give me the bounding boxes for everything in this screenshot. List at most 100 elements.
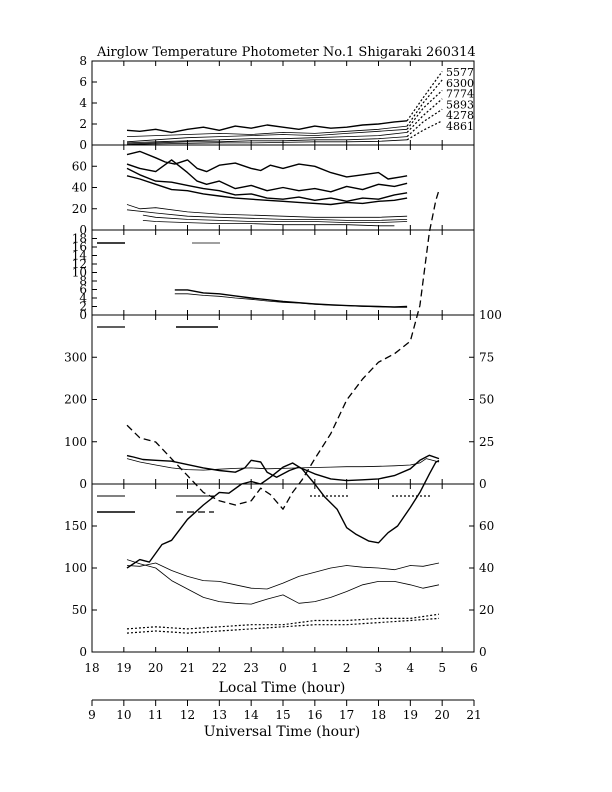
x-tick-label-local: 18 [84, 661, 99, 675]
x-tick-label-local: 20 [148, 661, 163, 675]
y-tick-label: 14 [72, 249, 88, 263]
series-end-label: 7774 [446, 88, 474, 101]
x-tick-label-universal: 20 [435, 708, 450, 722]
series-line [126, 132, 408, 144]
y-tick-label: 4 [79, 96, 87, 110]
y-tick-label: 300 [64, 350, 87, 364]
y-tick-label: 10 [72, 266, 87, 280]
y-tick-label: 20 [72, 202, 87, 216]
x-tick-label-universal: 19 [403, 708, 418, 722]
series-line [126, 189, 440, 510]
x-tick-label-local: 3 [375, 661, 383, 675]
x-tick-label-local: 23 [244, 661, 259, 675]
series-line [126, 167, 408, 203]
series-line [126, 159, 408, 193]
y-right-tick-label: 20 [479, 603, 494, 617]
x-tick-label-local: 0 [279, 661, 287, 675]
y-tick-label: 6 [79, 75, 87, 89]
x-tick-label-local: 6 [470, 661, 478, 675]
series-end-label: 5893 [446, 98, 474, 111]
series-end-label: 4278 [446, 109, 474, 122]
x-tick-label-universal: 10 [116, 708, 131, 722]
series-line [126, 136, 408, 145]
x-tick-label-universal: 12 [180, 708, 195, 722]
x-tick-label-local: 5 [438, 661, 446, 675]
y-tick-label: 6 [79, 283, 87, 297]
series-line-tail [406, 89, 443, 130]
x-tick-label-universal: 16 [307, 708, 322, 722]
y-tick-label: 50 [72, 603, 87, 617]
y-right-tick-label: 25 [479, 435, 494, 449]
series-line [126, 209, 408, 221]
y-right-tick-label: 50 [479, 393, 494, 407]
y-tick-label: 100 [64, 435, 87, 449]
series-line-tail [406, 71, 443, 122]
x-tick-label-universal: 21 [466, 708, 481, 722]
y-tick-label: 40 [72, 181, 87, 195]
series-end-label: 6300 [446, 77, 474, 90]
x-tick-label-universal: 9 [88, 708, 96, 722]
y-tick-label: 12 [72, 257, 87, 271]
series-line [126, 617, 440, 634]
x-tick-label-local: 4 [407, 661, 415, 675]
y-tick-label: 60 [72, 159, 87, 173]
y-tick-label: 2 [79, 117, 87, 131]
series-line [126, 175, 408, 206]
series-line [174, 289, 408, 308]
y-right-tick-label: 0 [479, 645, 487, 659]
x-tick-label-local: 22 [212, 661, 227, 675]
y-tick-label: 4 [79, 291, 87, 305]
series-line [126, 128, 408, 143]
x-tick-label-local: 19 [116, 661, 131, 675]
y-tick-label: 0 [79, 223, 87, 237]
y-tick-label: 0 [79, 308, 87, 322]
series-line-tail [406, 98, 443, 133]
y-right-tick-label: 60 [479, 519, 494, 533]
x-tick-label-universal: 18 [371, 708, 386, 722]
y-right-tick-label: 100 [479, 308, 502, 322]
universal-time-axis-label: Universal Time (hour) [204, 724, 361, 740]
y-right-tick-label: 75 [479, 350, 494, 364]
x-tick-label-local: 21 [180, 661, 195, 675]
series-end-label: 5577 [446, 66, 474, 79]
y-tick-label: 18 [72, 232, 87, 246]
local-time-axis-label: Local Time (hour) [219, 680, 346, 696]
x-tick-label-universal: 14 [244, 708, 260, 722]
series-line [142, 220, 395, 227]
y-tick-label: 0 [79, 645, 87, 659]
y-tick-label: 2 [79, 300, 87, 314]
series-line [174, 293, 408, 308]
series-end-label: 4861 [446, 120, 474, 133]
x-tick-label-universal: 13 [212, 708, 227, 722]
y-tick-label: 150 [64, 519, 87, 533]
x-tick-label-local: 1 [311, 661, 319, 675]
series-line [126, 613, 440, 630]
series-line [126, 204, 408, 218]
chart-title: Airglow Temperature Photometer No.1 Shig… [96, 45, 476, 60]
series-line [126, 459, 440, 569]
y-right-tick-label: 0 [479, 477, 487, 491]
y-tick-label: 0 [79, 477, 87, 491]
x-tick-label-universal: 17 [339, 708, 354, 722]
series-line [126, 139, 408, 145]
series-line [126, 458, 440, 471]
series-line [126, 120, 408, 134]
series-line [142, 214, 408, 224]
y-tick-label: 200 [64, 393, 87, 407]
series-line-tail [406, 108, 443, 138]
y-tick-label: 8 [79, 274, 87, 288]
panel-frame-intensity_630_777 [91, 314, 475, 485]
y-right-tick-label: 40 [479, 561, 494, 575]
y-tick-label: 0 [79, 138, 87, 152]
x-tick-label-local: 2 [343, 661, 351, 675]
series-line-tail [406, 79, 443, 127]
series-line [126, 562, 440, 590]
y-tick-label: 8 [79, 54, 87, 68]
series-line [126, 125, 408, 137]
x-tick-label-universal: 15 [275, 708, 290, 722]
series-line [126, 150, 408, 180]
y-tick-label: 100 [64, 561, 87, 575]
series-line-tail [406, 120, 443, 141]
panels: 0246855776300777458934278486102040600246… [64, 54, 502, 722]
